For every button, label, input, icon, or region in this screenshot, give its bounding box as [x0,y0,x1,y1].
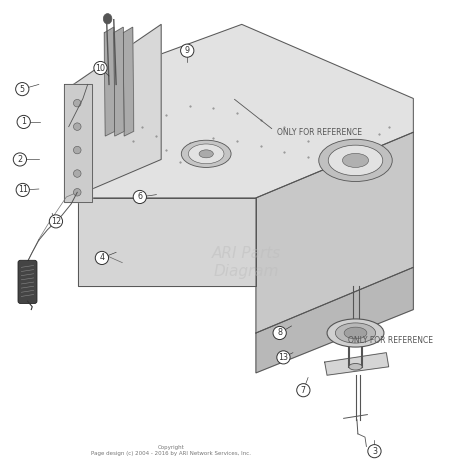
Ellipse shape [199,150,213,158]
Circle shape [73,146,81,154]
Polygon shape [325,353,389,375]
Circle shape [73,99,81,107]
Text: 9: 9 [185,46,190,55]
Circle shape [273,326,286,340]
Ellipse shape [327,319,384,347]
Circle shape [133,190,146,204]
Text: 7: 7 [301,386,306,395]
Circle shape [49,215,63,228]
Ellipse shape [319,139,392,182]
Circle shape [73,123,81,130]
Circle shape [16,83,29,96]
Circle shape [95,251,109,265]
Text: 2: 2 [18,155,22,164]
Polygon shape [123,27,134,136]
Polygon shape [78,24,413,198]
Text: ONLY FOR REFERENCE: ONLY FOR REFERENCE [348,335,433,345]
Text: 3: 3 [372,446,377,456]
Ellipse shape [103,14,112,24]
Circle shape [368,445,381,458]
Circle shape [181,44,194,57]
Circle shape [297,384,310,397]
Text: 11: 11 [18,185,28,195]
Ellipse shape [342,153,369,167]
Text: 4: 4 [100,253,104,263]
Text: 1: 1 [21,117,26,127]
Polygon shape [114,27,124,136]
Text: 13: 13 [278,353,289,362]
Ellipse shape [328,145,383,176]
Polygon shape [73,24,161,197]
Text: 8: 8 [277,328,282,338]
Polygon shape [64,84,92,202]
Ellipse shape [344,327,367,339]
Text: ONLY FOR REFERENCE: ONLY FOR REFERENCE [277,128,362,137]
Circle shape [73,170,81,177]
Text: 12: 12 [51,217,61,226]
Text: 5: 5 [20,84,25,94]
Ellipse shape [188,144,224,164]
Polygon shape [104,27,115,136]
Polygon shape [256,132,413,333]
Ellipse shape [336,323,375,343]
Text: 6: 6 [137,192,142,202]
Text: Copyright
Page design (c) 2004 - 2016 by ARI Network Services, Inc.: Copyright Page design (c) 2004 - 2016 by… [91,445,251,456]
Circle shape [16,183,29,197]
Text: ARI Parts
Diagram: ARI Parts Diagram [212,246,281,279]
Text: 10: 10 [95,63,106,73]
FancyBboxPatch shape [18,260,37,303]
Circle shape [73,189,81,196]
Ellipse shape [181,140,231,167]
Circle shape [277,351,290,364]
Polygon shape [256,267,413,373]
Ellipse shape [349,363,362,370]
Polygon shape [78,198,256,286]
Circle shape [17,115,30,129]
Circle shape [94,61,107,75]
Circle shape [13,153,27,166]
